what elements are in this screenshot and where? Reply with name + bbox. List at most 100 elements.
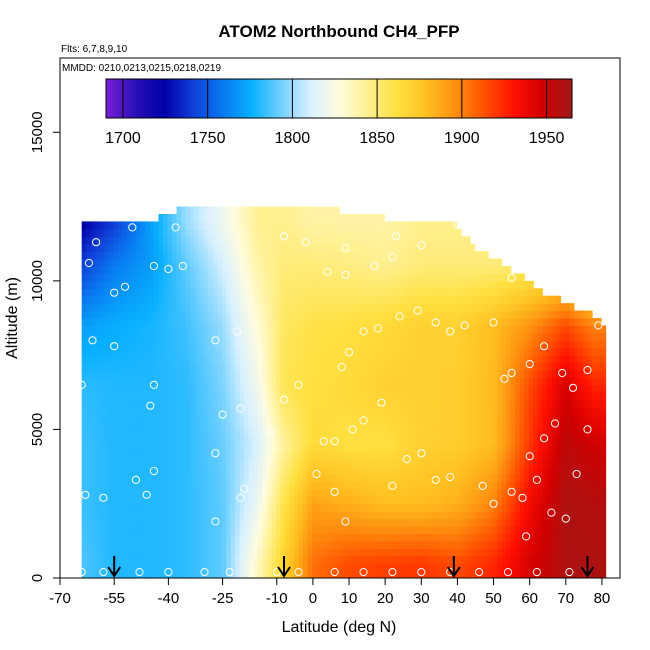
heatmap-cell bbox=[95, 503, 101, 512]
heatmap-cell bbox=[135, 243, 141, 252]
heatmap-cell bbox=[384, 422, 390, 431]
heatmap-cell bbox=[266, 503, 272, 512]
heatmap-cell bbox=[352, 526, 358, 535]
heatmap-cell bbox=[298, 251, 304, 260]
heatmap-cell bbox=[203, 496, 209, 505]
heatmap-cell bbox=[217, 214, 223, 223]
heatmap-cell bbox=[325, 526, 331, 535]
heatmap-cell bbox=[384, 503, 390, 512]
heatmap-cell bbox=[474, 280, 480, 289]
heatmap-cell bbox=[172, 251, 178, 260]
heatmap-cell bbox=[190, 295, 196, 304]
heatmap-cell bbox=[248, 243, 254, 252]
heatmap-cell bbox=[253, 466, 259, 475]
heatmap-cell bbox=[239, 540, 245, 549]
heatmap-cell bbox=[298, 206, 304, 215]
heatmap-cell bbox=[307, 318, 313, 327]
heatmap-cell bbox=[510, 526, 516, 535]
heatmap-cell bbox=[357, 511, 363, 520]
heatmap-cell bbox=[81, 303, 87, 312]
heatmap-cell bbox=[343, 228, 349, 237]
heatmap-cell bbox=[551, 384, 557, 393]
heatmap-cell bbox=[524, 511, 530, 520]
heatmap-cell bbox=[343, 273, 349, 282]
heatmap-cell bbox=[370, 533, 376, 542]
heatmap-cell bbox=[181, 511, 187, 520]
heatmap-cell bbox=[239, 422, 245, 431]
heatmap-cell bbox=[438, 384, 444, 393]
heatmap-cell bbox=[190, 340, 196, 349]
heatmap-cell bbox=[104, 340, 110, 349]
heatmap-cell bbox=[519, 414, 525, 423]
heatmap-cell bbox=[384, 295, 390, 304]
heatmap-cell bbox=[348, 399, 354, 408]
heatmap-cell bbox=[366, 481, 372, 490]
heatmap-cell bbox=[452, 266, 458, 275]
heatmap-cell bbox=[343, 414, 349, 423]
heatmap-cell bbox=[298, 266, 304, 275]
heatmap-cell bbox=[474, 310, 480, 319]
heatmap-cell bbox=[429, 555, 435, 564]
heatmap-cell bbox=[226, 481, 232, 490]
heatmap-cell bbox=[104, 466, 110, 475]
heatmap-cell bbox=[420, 303, 426, 312]
heatmap-cell bbox=[393, 221, 399, 230]
heatmap-cell bbox=[470, 355, 476, 364]
heatmap-cell bbox=[474, 384, 480, 393]
heatmap-cell bbox=[316, 318, 322, 327]
heatmap-cell bbox=[176, 288, 182, 297]
heatmap-cell bbox=[113, 392, 119, 401]
heatmap-cell bbox=[492, 310, 498, 319]
heatmap-cell bbox=[411, 570, 417, 578]
heatmap-cell bbox=[546, 399, 552, 408]
heatmap-cell bbox=[248, 273, 254, 282]
heatmap-cell bbox=[433, 273, 440, 282]
heatmap-cell bbox=[144, 526, 151, 535]
heatmap-cell bbox=[244, 407, 250, 416]
heatmap-cell bbox=[86, 310, 92, 319]
heatmap-cell bbox=[510, 407, 516, 416]
heatmap-cell bbox=[90, 303, 96, 312]
heatmap-cell bbox=[181, 347, 187, 356]
heatmap-cell bbox=[217, 347, 223, 356]
heatmap-cell bbox=[190, 280, 196, 289]
heatmap-cell bbox=[230, 303, 236, 312]
heatmap-cell bbox=[352, 429, 358, 438]
heatmap-cell bbox=[172, 355, 178, 364]
heatmap-cell bbox=[284, 377, 291, 386]
heatmap-cell bbox=[325, 481, 331, 490]
heatmap-cell bbox=[190, 251, 196, 260]
heatmap-cell bbox=[420, 533, 426, 542]
heatmap-cell bbox=[515, 488, 521, 497]
heatmap-cell bbox=[230, 518, 236, 527]
heatmap-cell bbox=[190, 384, 196, 393]
heatmap-cell bbox=[366, 392, 372, 401]
heatmap-cell bbox=[239, 325, 245, 334]
heatmap-cell bbox=[108, 251, 114, 260]
heatmap-cell bbox=[361, 422, 367, 431]
heatmap-cell bbox=[257, 503, 263, 512]
heatmap-cell bbox=[162, 332, 169, 341]
heatmap-cell bbox=[357, 392, 363, 401]
heatmap-cell bbox=[144, 370, 151, 379]
heatmap-cell bbox=[262, 563, 268, 572]
heatmap-cell bbox=[312, 474, 318, 483]
heatmap-cell bbox=[474, 444, 480, 453]
heatmap-cell bbox=[343, 503, 349, 512]
heatmap-cell bbox=[551, 429, 557, 438]
heatmap-cell bbox=[95, 451, 101, 460]
heatmap-cell bbox=[122, 243, 128, 252]
heatmap-cell bbox=[135, 526, 141, 535]
heatmap-cell bbox=[397, 310, 403, 319]
heatmap-cell bbox=[438, 429, 444, 438]
heatmap-cell bbox=[361, 481, 367, 490]
heatmap-cell bbox=[533, 444, 539, 453]
heatmap-cell bbox=[370, 518, 376, 527]
heatmap-cell bbox=[461, 310, 467, 319]
heatmap-cell bbox=[488, 444, 494, 453]
heatmap-cell bbox=[465, 347, 471, 356]
heatmap-cell bbox=[339, 325, 345, 334]
heatmap-cell bbox=[348, 414, 354, 423]
heatmap-cell bbox=[144, 251, 151, 260]
heatmap-cell bbox=[153, 251, 160, 260]
